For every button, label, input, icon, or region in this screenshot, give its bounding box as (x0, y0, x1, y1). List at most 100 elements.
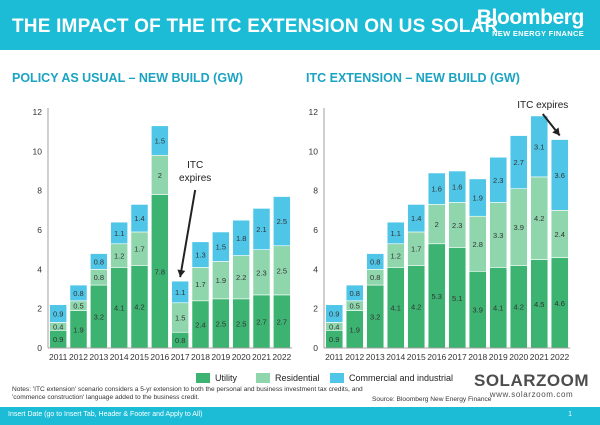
left-data-label-residential-2016: 2 (158, 171, 162, 180)
right-data-label-utility-2011: 0.9 (329, 335, 339, 344)
left-bar-commercial-2013 (89, 253, 108, 270)
footer-bar: Insert Date (go to Insert Tab, Header & … (0, 407, 600, 425)
left-xtick-label: 2016 (150, 352, 169, 362)
right-ytick-label: 2 (313, 304, 318, 314)
right-ytick-label: 8 (313, 186, 318, 196)
right-bar-commercial-2019 (489, 156, 508, 203)
right-data-label-residential-2011: 0.4 (329, 322, 339, 331)
left-bar-commercial-2012 (69, 284, 88, 302)
left-data-label-residential-2015: 1.7 (134, 245, 144, 254)
right-xtick-label: 2011 (325, 352, 344, 362)
right-xtick-label: 2014 (386, 352, 405, 362)
right-data-label-commercial-2018: 1.9 (473, 194, 483, 203)
left-data-label-residential-2022: 2.5 (277, 266, 287, 275)
right-data-label-commercial-2015: 1.4 (411, 214, 421, 223)
left-xtick-label: 2011 (49, 352, 68, 362)
right-data-label-residential-2012: 0.5 (350, 302, 360, 311)
left-ytick-label: 6 (37, 225, 42, 235)
right-xtick-label: 2020 (509, 352, 528, 362)
left-data-label-utility-2021: 2.7 (256, 317, 266, 326)
left-xtick-label: 2019 (211, 352, 230, 362)
right-data-label-residential-2020: 3.9 (514, 223, 524, 232)
right-chart-title: ITC EXTENSION – NEW BUILD (GW) (306, 71, 520, 85)
left-ytick-label: 12 (33, 107, 43, 117)
right-data-label-residential-2022: 2.4 (555, 230, 565, 239)
left-data-label-commercial-2012: 0.8 (73, 289, 83, 298)
right-annotation-text: ITC expires (517, 100, 568, 111)
left-bar-commercial-2021 (252, 208, 271, 250)
left-bar-commercial-2022 (272, 196, 291, 247)
right-data-label-commercial-2022: 3.6 (555, 171, 565, 180)
left-annotation-arrow-head (177, 269, 186, 278)
left-data-label-residential-2021: 2.3 (256, 268, 266, 277)
right-data-label-utility-2016: 5.3 (432, 292, 442, 301)
left-xtick-label: 2015 (130, 352, 149, 362)
right-annotation-box (513, 96, 572, 112)
right-data-label-commercial-2012: 0.8 (350, 289, 360, 298)
left-data-label-residential-2020: 2.2 (236, 273, 246, 282)
page-number: 1 (568, 411, 572, 418)
left-data-label-commercial-2011: 0.9 (53, 310, 63, 319)
left-xtick-label: 2020 (232, 352, 251, 362)
left-data-label-utility-2014: 4.1 (114, 304, 124, 313)
right-bar-commercial-2021 (530, 115, 549, 178)
left-data-label-utility-2018: 2.4 (195, 320, 205, 329)
left-xtick-label: 2022 (272, 352, 291, 362)
left-bar-commercial-2018 (191, 241, 210, 268)
right-annotation-arrow-head (552, 127, 560, 136)
left-data-label-utility-2019: 2.5 (216, 319, 226, 328)
legend-swatch-residential (256, 373, 270, 383)
right-xtick-label: 2019 (489, 352, 508, 362)
left-annotation-arrow-shaft (179, 189, 197, 278)
legend-item-utility: Utility (196, 373, 237, 383)
left-data-label-utility-2022: 2.7 (277, 317, 287, 326)
right-ytick-label: 12 (309, 107, 319, 117)
legend-swatch-commercial (330, 373, 344, 383)
right-data-label-utility-2013: 3.2 (370, 313, 380, 322)
left-ytick-label: 8 (37, 186, 42, 196)
right-data-label-utility-2022: 4.6 (555, 299, 565, 308)
left-data-label-residential-2011: 0.4 (53, 322, 63, 331)
solarzoom-watermark: SOLARZOOM www.solarzoom.com (474, 371, 589, 400)
right-bar-commercial-2018 (468, 178, 487, 217)
left-data-label-utility-2016: 7.8 (155, 267, 165, 276)
right-ytick-label: 0 (313, 343, 318, 353)
chart-notes: Notes: 'ITC extension' scenario consider… (12, 386, 363, 401)
right-data-label-commercial-2017: 1.6 (452, 183, 462, 192)
right-data-label-residential-2013: 0.8 (370, 273, 380, 282)
chart-source: Source: Bloomberg New Energy Finance (372, 396, 492, 403)
right-data-label-utility-2014: 4.1 (391, 304, 401, 313)
left-data-label-residential-2018: 1.7 (195, 280, 205, 289)
right-ytick-label: 4 (313, 264, 318, 274)
right-data-label-commercial-2019: 2.3 (493, 176, 503, 185)
left-data-label-residential-2019: 1.9 (216, 276, 226, 285)
right-xtick-label: 2012 (345, 352, 364, 362)
page-title: THE IMPACT OF THE ITC EXTENSION ON US SO… (12, 16, 499, 37)
legend-item-residential: Residential (256, 373, 320, 383)
left-data-label-commercial-2015: 1.4 (134, 214, 144, 223)
left-bar-commercial-2017 (171, 280, 190, 304)
right-data-label-utility-2020: 4.2 (514, 303, 524, 312)
legend-label-commercial: Commercial and industrial (349, 373, 454, 383)
right-xtick-label: 2015 (407, 352, 426, 362)
right-ytick-label: 10 (309, 146, 319, 156)
right-data-label-utility-2012: 1.9 (350, 325, 360, 334)
right-data-label-residential-2021: 4.2 (534, 214, 544, 223)
left-ytick-label: 2 (37, 304, 42, 314)
right-data-label-commercial-2020: 2.7 (514, 158, 524, 167)
watermark-main: SOLARZOOM (474, 371, 589, 390)
watermark-url: www.solarzoom.com (489, 390, 574, 399)
right-data-label-utility-2017: 5.1 (452, 294, 462, 303)
right-data-label-commercial-2013: 0.8 (370, 257, 380, 266)
footer-text: Insert Date (go to Insert Tab, Header & … (8, 411, 203, 418)
header-bar: THE IMPACT OF THE ITC EXTENSION ON US SO… (0, 0, 600, 50)
left-data-label-residential-2013: 0.8 (94, 273, 104, 282)
left-data-label-utility-2015: 4.2 (134, 303, 144, 312)
left-data-label-commercial-2020: 1.8 (236, 234, 246, 243)
right-xtick-label: 2022 (550, 352, 569, 362)
right-xtick-label: 2013 (366, 352, 385, 362)
legend-item-commercial: Commercial and industrial (330, 373, 453, 383)
right-xtick-label: 2021 (530, 352, 549, 362)
bloomberg-logo: Bloomberg NEW ENERGY FINANCE (477, 7, 585, 39)
